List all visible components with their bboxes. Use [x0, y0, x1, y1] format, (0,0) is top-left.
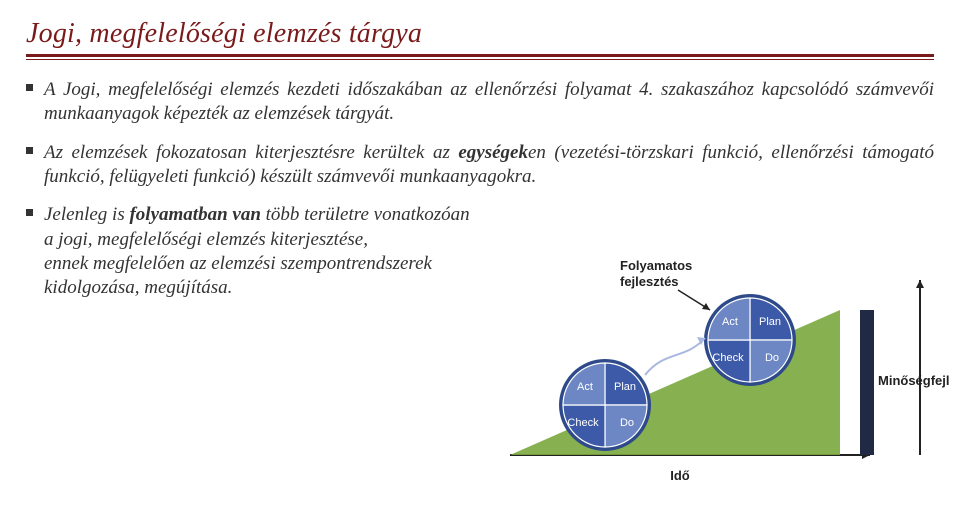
title-rule-thin	[26, 59, 934, 60]
title-rule-thick	[26, 54, 934, 57]
paragraph-3: Jelenleg is folyamatban van több terület…	[26, 203, 474, 300]
quality-bar	[860, 310, 874, 455]
bullet-icon	[26, 84, 33, 91]
paragraph-3-pre: Jelenleg is	[44, 204, 129, 225]
wheel-label-plan: Plan	[614, 381, 636, 393]
page-title: Jogi, megfelelőségi elemzés tárgya	[26, 18, 934, 50]
bullet-icon	[26, 147, 33, 154]
wheel-label-do: Do	[620, 417, 634, 429]
paragraph-1: A Jogi, megfelelőségi elemzés kezdeti id…	[26, 78, 934, 127]
bullet-icon	[26, 209, 33, 216]
cont-dev-label-1: Folyamatos	[620, 258, 692, 273]
wheel-label-check: Check	[567, 417, 599, 429]
curly-arrow-icon	[645, 338, 705, 375]
wheel-label-check: Check	[712, 352, 744, 364]
y-axis-label: Minőségfejlesztés	[878, 373, 950, 388]
paragraph-2: Az elemzések fokozatosan kiterjesztésre …	[26, 141, 934, 190]
paragraph-2-pre: Az elemzések fokozatosan kiterjesztésre …	[44, 142, 458, 163]
wheel-label-plan: Plan	[759, 316, 781, 328]
paragraph-1-text: A Jogi, megfelelőségi elemzés kezdeti id…	[44, 79, 934, 124]
pdca-wheel-lower: Act Plan Check Do	[561, 361, 649, 449]
cont-dev-label-2: fejlesztés	[620, 274, 679, 289]
x-axis-label: Idő	[670, 468, 690, 483]
pdca-diagram: Act Plan Check Do Act Plan Check Do	[470, 240, 950, 500]
paragraph-3-bold: folyamatban van	[129, 204, 260, 225]
wheel-label-act: Act	[577, 381, 593, 393]
wheel-label-do: Do	[765, 352, 779, 364]
paragraph-2-bold: egységek	[458, 142, 528, 163]
paragraph-3-line2: ennek megfelelően az elemzési szempontre…	[44, 253, 432, 298]
pdca-wheel-upper: Act Plan Check Do	[706, 296, 794, 384]
y-axis-arrow-icon	[916, 280, 924, 288]
wheel-label-act: Act	[722, 316, 738, 328]
